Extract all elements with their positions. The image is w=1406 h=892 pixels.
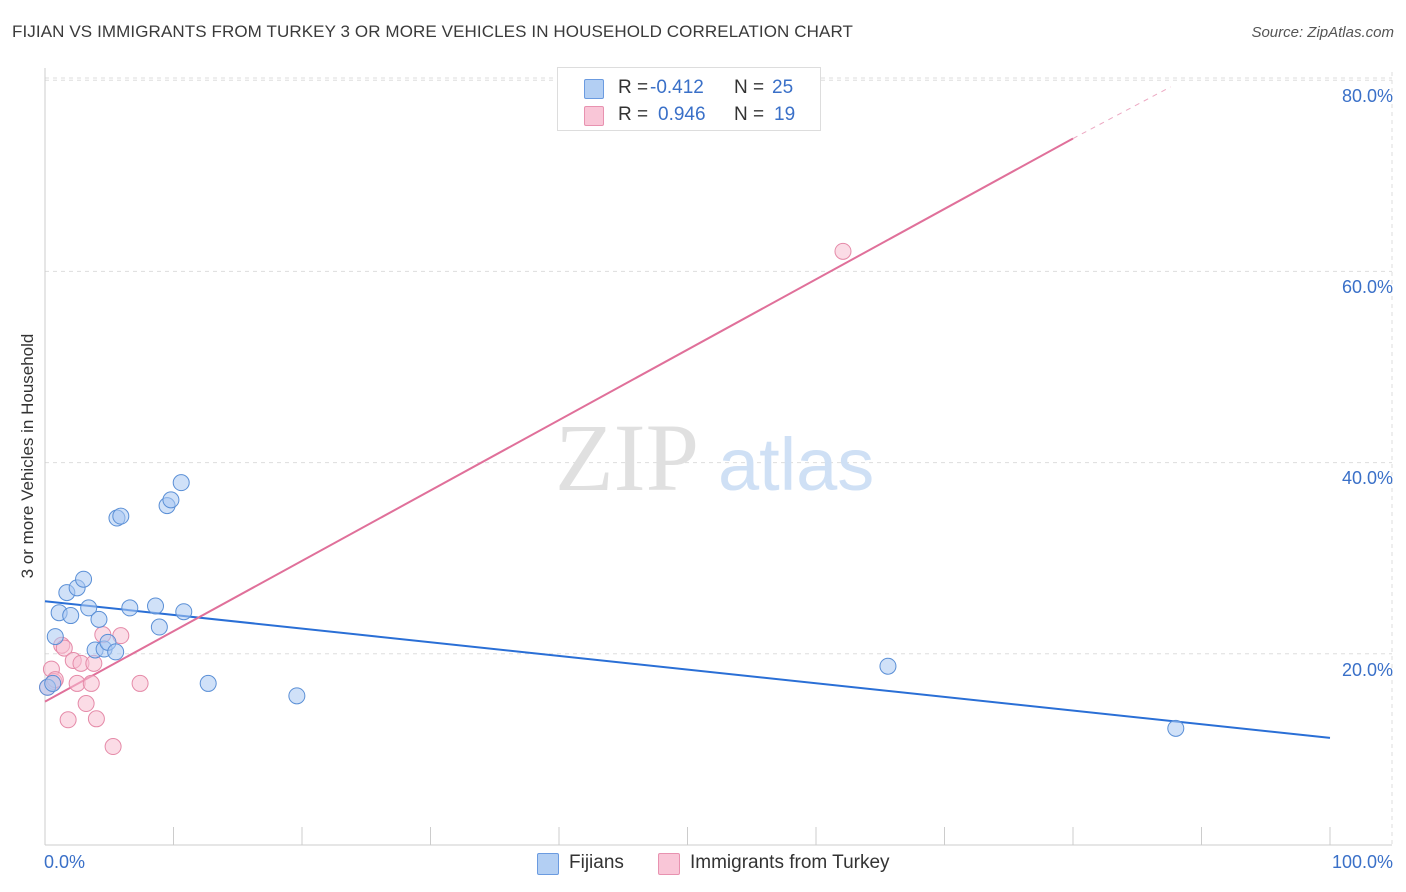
turkey-point (131, 674, 149, 692)
turkey-trend-line (44, 137, 1074, 703)
fijians-point (62, 607, 80, 625)
n-value: 19 (774, 104, 796, 125)
n-label: N = (734, 104, 765, 125)
fijians-point (46, 628, 64, 646)
r-label: R = (618, 77, 649, 98)
watermark: ZIP atlas (555, 404, 874, 511)
turkey-point (87, 710, 105, 728)
legend-label-turkey: Immigrants from Turkey (690, 852, 890, 873)
y-tick-label: 80.0% (1341, 86, 1393, 106)
fijians-point (150, 618, 168, 636)
y-tick-label: 20.0% (1341, 660, 1393, 680)
legend-swatch-fijians (537, 853, 559, 875)
x-tick-label-min: 0.0% (44, 852, 86, 872)
legend-label-fijians: Fijians (569, 852, 624, 873)
n-value: 25 (772, 77, 794, 98)
data-points (39, 242, 1185, 756)
fijians-point (121, 599, 139, 617)
fijians-point (80, 599, 98, 617)
r-value: 0.946 (658, 104, 706, 125)
r-value: -0.412 (650, 77, 704, 98)
stats-box: R = -0.412 N = 25 R = 0.946 N = 19 (557, 67, 821, 131)
axes (44, 68, 1392, 846)
fijians-point (879, 657, 897, 675)
y-axis-label: 3 or more Vehicles in Household (18, 333, 37, 579)
turkey-point (77, 695, 95, 713)
fijians-point (112, 507, 130, 525)
fijians-swatch (584, 79, 604, 99)
fijians-point (288, 687, 306, 705)
trend-lines (44, 86, 1331, 739)
watermark-atlas: atlas (718, 423, 874, 506)
n-label: N = (734, 77, 765, 98)
turkey-point (82, 674, 100, 692)
fijians-point (172, 474, 190, 492)
fijians-point (162, 491, 180, 509)
legend-swatch-turkey (658, 853, 680, 875)
x-tick-label-max: 100.0% (1331, 852, 1393, 872)
fijians-point (199, 674, 217, 692)
fijians-point (44, 674, 62, 692)
fijians-point (175, 603, 193, 621)
source-label: Source: ZipAtlas.com (1251, 24, 1394, 41)
y-tick-label: 40.0% (1341, 468, 1393, 488)
turkey-point (68, 674, 86, 692)
fijians-point (1167, 719, 1185, 737)
fijians-point (107, 643, 125, 661)
fijians-point (75, 570, 93, 588)
turkey-swatch (584, 106, 604, 126)
y-tick-label: 60.0% (1341, 277, 1393, 297)
r-label: R = (618, 104, 649, 125)
turkey-point (59, 711, 77, 729)
fijians-trend-line (44, 600, 1331, 739)
watermark-zip: ZIP (555, 404, 699, 511)
fijians-point (147, 597, 165, 615)
turkey-point (55, 639, 73, 657)
turkey-point (834, 242, 852, 260)
chart-title: FIJIAN VS IMMIGRANTS FROM TURKEY 3 OR MO… (12, 22, 853, 41)
fijians-point (90, 610, 108, 628)
turkey-trend-line-extension (1072, 86, 1171, 139)
grid-lines (45, 72, 1393, 845)
turkey-point (104, 738, 122, 756)
